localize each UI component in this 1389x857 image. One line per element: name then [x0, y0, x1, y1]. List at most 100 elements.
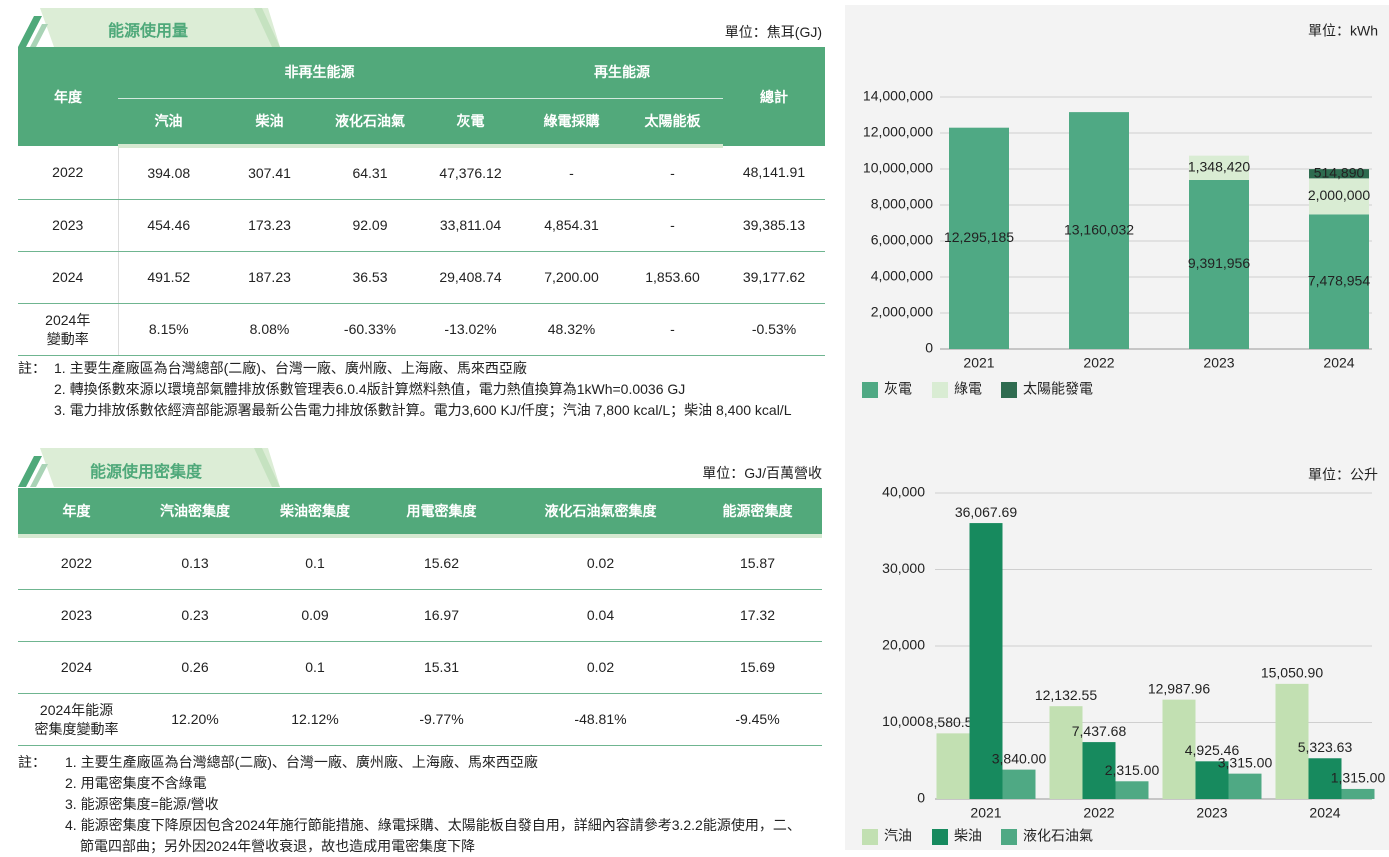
- value-label: 1,315.00: [1331, 770, 1386, 786]
- bar: [1341, 788, 1375, 799]
- x-tick-label: 2024: [1309, 805, 1340, 821]
- title-tab: [18, 448, 280, 487]
- table-cell: 1,853.60: [622, 251, 723, 304]
- table-row: 2024 491.52 187.23 36.53 29,408.74 7,200.00 1,…: [18, 251, 825, 304]
- bar: [1189, 155, 1249, 180]
- value-label: 5,323.63: [1298, 739, 1353, 755]
- y-tick-label: 6,000,000: [871, 232, 933, 248]
- table-cell: 2023: [18, 199, 119, 252]
- header-cell: 年度: [18, 47, 118, 146]
- header-cell: 綠電採購: [521, 98, 622, 148]
- value-label: 3,840.00: [992, 750, 1047, 766]
- value-label: 36,067.69: [955, 504, 1017, 520]
- table-cell: 16.97: [375, 589, 508, 642]
- table-cell: 0.26: [135, 641, 255, 694]
- bar: [936, 733, 970, 799]
- y-tick-label: 12,000,000: [863, 124, 933, 140]
- table-cell: -: [622, 146, 723, 200]
- value-label: 514,890: [1314, 164, 1365, 180]
- table-cell: -: [622, 303, 723, 356]
- table-cell: 2024: [18, 641, 135, 694]
- bar: [1115, 781, 1149, 799]
- table-cell: 173.23: [219, 199, 320, 252]
- value-label: 7,478,954: [1308, 272, 1370, 288]
- value-label: 12,987.96: [1148, 680, 1210, 696]
- table-cell: 0.1: [255, 536, 375, 590]
- value-label: 12,295,185: [944, 229, 1014, 245]
- table-body: 2022 394.08 307.41 64.31 47,376.12- -48,141.9…: [18, 146, 825, 356]
- table-cell: 2024年變動率: [18, 303, 119, 356]
- unit-label: 單位：公升: [1308, 467, 1378, 483]
- note-item: 2. 用電密集度不含綠電: [65, 775, 207, 791]
- legend-swatch: [932, 382, 948, 398]
- y-tick-label: 14,000,000: [863, 88, 933, 104]
- note-item: 3. 電力排放係數依經濟部能源署最新公告電力排放係數計算。電力3,600 KJ/…: [54, 402, 792, 418]
- note-item: 2. 轉換係數來源以環境部氣體排放係數管理表6.0.4版計算燃料熱值，電力熱值換…: [54, 381, 686, 397]
- bar: [1309, 178, 1369, 215]
- table-cell: 307.41: [219, 146, 320, 200]
- table-cell: -9.45%: [693, 693, 822, 746]
- legend-swatch: [932, 829, 948, 845]
- x-tick-label: 2024: [1323, 355, 1354, 371]
- x-tick-label: 2021: [963, 355, 994, 371]
- table-cell: 33,811.04: [420, 199, 521, 252]
- note-item: 4. 能源密集度下降原因包含2024年施行節能措施、綠電採購、太陽能板自發自用，…: [65, 817, 801, 854]
- group-header: 非再生能源: [118, 47, 521, 99]
- table-cell: 15.31: [375, 641, 508, 694]
- value-label: 8,580.57: [926, 714, 981, 730]
- legend-label: 綠電: [954, 381, 982, 397]
- y-tick-label: 0: [917, 790, 925, 806]
- y-tick-label: 40,000: [882, 484, 925, 500]
- table-cell: 12.12%: [255, 693, 375, 746]
- bar: [1275, 683, 1309, 799]
- value-label: 1,348,420: [1188, 159, 1250, 175]
- y-tick-label: 10,000,000: [863, 160, 933, 176]
- bar: [1309, 214, 1369, 349]
- table-cell: 48.32%: [521, 303, 622, 356]
- header-cell: 柴油: [219, 98, 320, 148]
- table-cell: -: [622, 199, 723, 252]
- table-cell: 92.09: [320, 199, 420, 252]
- header-cell: 總計: [723, 47, 825, 146]
- table-row: 2023 0.23 0.09 16.97 0.04 17.32: [18, 589, 822, 642]
- bar: [1049, 706, 1083, 799]
- table-cell: 7,200.00: [521, 251, 622, 304]
- value-label: 3,315.00: [1218, 754, 1273, 770]
- table-cell: 8.08%: [219, 303, 320, 356]
- value-label: 4,925.46: [1185, 742, 1240, 758]
- x-tick-label: 2022: [1083, 805, 1114, 821]
- notes: 1. 主要生產廠區為台灣總部(二廠)、台灣一廠、廣州廠、上海廠、馬來西亞廠 2. …: [65, 752, 807, 857]
- y-tick-label: 10,000: [882, 713, 925, 729]
- header-cell: 年度: [18, 488, 135, 538]
- value-label: 13,160,032: [1064, 221, 1134, 237]
- header-cell: 太陽能板: [622, 98, 723, 148]
- table-cell: 8.15%: [118, 303, 219, 356]
- value-label: 15,050.90: [1261, 665, 1323, 681]
- table-cell: 2022: [18, 536, 135, 590]
- unit-label: 單位：kWh: [1308, 23, 1378, 39]
- table-cell: 0.02: [508, 641, 693, 694]
- header-cell: 能源密集度: [693, 488, 822, 538]
- table-cell: 2024: [18, 251, 119, 304]
- table-cell: 64.31: [320, 146, 420, 200]
- y-tick-label: 20,000: [882, 637, 925, 653]
- bar: [1189, 179, 1249, 349]
- bar: [1162, 699, 1196, 799]
- note-item: 3. 能源密集度=能源/營收: [65, 796, 219, 812]
- table-cell: 36.53: [320, 251, 420, 304]
- title-tab: [18, 8, 280, 47]
- table-cell: 491.52: [118, 251, 219, 304]
- bar: [1195, 761, 1229, 799]
- y-tick-label: 2,000,000: [871, 304, 933, 320]
- y-tick-label: 8,000,000: [871, 196, 933, 212]
- charts: 單位：kWh 0 2,000,000 4,000,000 6,000,000 8,000,…: [845, 5, 1389, 850]
- value-label: 9,391,956: [1188, 255, 1250, 271]
- bar: [949, 127, 1009, 349]
- table-row: 2024年能源密集度變動率 12.20% 12.12% -9.77% -48.81% -9…: [18, 693, 822, 746]
- bar: [1082, 742, 1116, 799]
- unit-label: 單位：焦耳(GJ): [724, 24, 822, 40]
- header-cell: 柴油密集度: [255, 488, 375, 538]
- table-cell: 187.23: [219, 251, 320, 304]
- y-tick-label: 0: [925, 340, 933, 356]
